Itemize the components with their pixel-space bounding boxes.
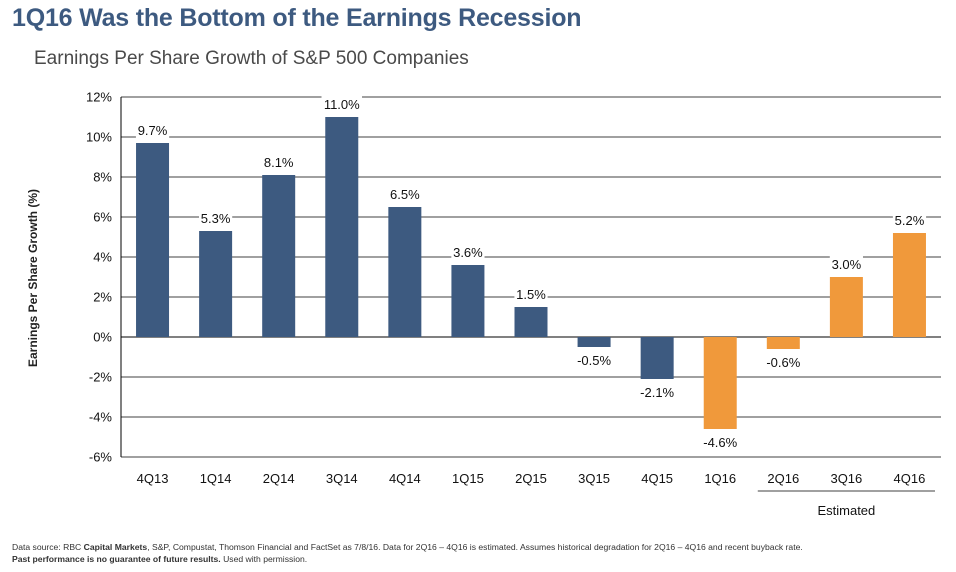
bar-chart: -6% -4% -2% 0% 2% 4% 6% 8% 10% 12% 9.7% 4Q13 5.3% 1Q1…	[86, 90, 941, 518]
bar	[577, 337, 611, 347]
y-tick-label: 6%	[93, 210, 112, 225]
category-label: 1Q14	[200, 471, 232, 486]
data-label: -2.1%	[640, 385, 674, 400]
y-tick-label: -4%	[89, 410, 113, 425]
chart-title: 1Q16 Was the Bottom of the Earnings Rece…	[12, 4, 582, 32]
data-label-bg	[451, 244, 485, 261]
bar	[136, 143, 170, 337]
data-label-bg	[763, 354, 804, 371]
category-label: 4Q13	[137, 471, 169, 486]
data-label: 5.3%	[201, 211, 231, 226]
category-label: 3Q14	[326, 471, 358, 486]
source-note: Data source: RBC Capital Markets, S&P, C…	[12, 541, 803, 565]
disclaimer-bold: Past performance is no guarantee of futu…	[12, 554, 221, 564]
data-label: -4.6%	[703, 435, 737, 450]
data-label: -0.5%	[577, 353, 611, 368]
category-label: 3Q16	[830, 471, 862, 486]
y-tick-label: 4%	[93, 250, 112, 265]
data-label: 9.7%	[138, 123, 168, 138]
data-label-bg	[573, 352, 615, 369]
data-label-bg	[388, 186, 422, 203]
data-label: 11.0%	[324, 97, 360, 112]
data-label-bg	[829, 256, 863, 273]
y-tick-label: 10%	[86, 130, 112, 145]
y-tick-label: -6%	[89, 450, 113, 465]
data-label: 8.1%	[264, 155, 294, 170]
bar	[829, 277, 863, 337]
source-bold: Capital Markets	[83, 542, 148, 552]
data-label-bg	[892, 212, 927, 229]
data-label-bg	[636, 384, 678, 401]
category-label: 4Q14	[389, 471, 421, 486]
y-tick-label: 0%	[93, 330, 112, 345]
source-prefix: Data source: RBC	[12, 542, 84, 552]
bar	[640, 337, 674, 379]
data-label: -0.6%	[766, 355, 800, 370]
category-label: 4Q16	[894, 471, 926, 486]
bar	[451, 265, 485, 337]
bar	[388, 207, 422, 337]
category-label: 2Q15	[515, 471, 547, 486]
category-label: 4Q15	[641, 471, 673, 486]
data-label-bg	[135, 122, 170, 139]
y-tick-label: 2%	[93, 290, 112, 305]
disclaimer-line: Past performance is no guarantee of futu…	[12, 553, 803, 565]
category-label: 2Q16	[767, 471, 799, 486]
estimated-label: Estimated	[817, 503, 875, 518]
bar	[199, 231, 233, 337]
data-label-bg	[514, 286, 548, 303]
y-tick-label: -2%	[89, 370, 113, 385]
bar	[703, 337, 737, 429]
data-label: 6.5%	[390, 187, 420, 202]
data-label: 1.5%	[516, 287, 546, 302]
data-label: 5.2%	[895, 213, 925, 228]
data-label-bg	[199, 210, 233, 227]
bar	[766, 337, 800, 349]
data-label-bg	[262, 154, 296, 171]
bar	[514, 307, 548, 337]
disclaimer-rest: Used with permission.	[220, 554, 308, 564]
data-label: 3.6%	[453, 245, 483, 260]
category-label: 2Q14	[263, 471, 295, 486]
bar	[262, 175, 296, 337]
bar	[325, 117, 359, 337]
data-label-bg	[699, 434, 741, 451]
source-line: Data source: RBC Capital Markets, S&P, C…	[12, 541, 803, 553]
category-label: 1Q16	[704, 471, 736, 486]
source-rest: , S&P, Compustat, Thomson Financial and …	[147, 542, 803, 552]
data-label: 3.0%	[832, 257, 862, 272]
y-tick-label: 12%	[86, 90, 112, 105]
category-label: 1Q15	[452, 471, 484, 486]
category-label: 3Q15	[578, 471, 610, 486]
chart-subtitle: Earnings Per Share Growth of S&P 500 Com…	[34, 48, 469, 69]
data-label-bg	[321, 96, 363, 113]
bar	[892, 233, 926, 337]
y-tick-label: 8%	[93, 170, 112, 185]
